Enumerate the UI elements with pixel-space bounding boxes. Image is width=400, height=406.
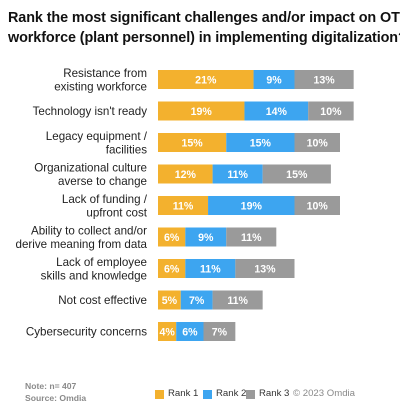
data-label-rank-2: 9%: [198, 232, 214, 244]
bar-segment-rank-2: [226, 133, 295, 152]
data-label-rank-2: 7%: [189, 295, 205, 307]
chart-title: Rank the most significant challenges and…: [8, 8, 400, 48]
bar-segment-rank-2: [244, 101, 309, 121]
bar-segment-rank-2: [185, 259, 236, 278]
data-label-rank-1: 12%: [175, 169, 197, 181]
data-label-rank-3: 15%: [286, 169, 308, 181]
bar-segment-rank-1: [158, 227, 186, 247]
data-label-rank-3: 11%: [241, 232, 262, 244]
legend-label-rank-2: Rank 2: [216, 388, 247, 399]
data-label-rank-2: 6%: [182, 327, 198, 339]
bar-segment-rank-3: [226, 227, 277, 247]
category-label: Resistance from existing workforce: [54, 67, 147, 94]
data-label-rank-2: 11%: [227, 169, 248, 181]
category-label-line: Organizational culture: [34, 161, 147, 174]
category-label: Ability to collect and/or derive meaning …: [16, 224, 148, 251]
data-label-rank-3: 10%: [320, 106, 342, 118]
data-label-rank-1: 5%: [162, 295, 178, 307]
data-label-rank-1: 6%: [164, 264, 180, 276]
bar-segment-rank-3: [294, 196, 340, 215]
category-label-line: existing workforce: [54, 80, 147, 93]
bar-segment-rank-3: [212, 290, 263, 310]
category-label: Organizational culture averse to change: [34, 161, 147, 188]
data-label-rank-2: 9%: [266, 75, 282, 87]
data-label-rank-3: 11%: [227, 295, 248, 307]
bar-segment-rank-3: [235, 259, 295, 278]
data-label-rank-3: 7%: [212, 327, 228, 339]
bar-segment-rank-1: [158, 70, 254, 89]
bar-segment-rank-2: [176, 322, 204, 341]
chart-title-line-2: workforce (plant personnel) in implement…: [8, 30, 400, 46]
category-label-line: derive meaning from data: [16, 238, 148, 251]
category-label: Technology isn't ready: [33, 105, 148, 118]
category-label-line: Technology isn't ready: [33, 105, 148, 118]
category-label: Lack of employee skills and knowledge: [41, 256, 147, 283]
bar-segment-rank-1: [158, 322, 177, 341]
chart-title-line-1: Rank the most significant challenges and…: [8, 10, 400, 26]
bar-segment-rank-3: [294, 70, 354, 89]
bar-segment-rank-1: [158, 164, 213, 184]
bar-segment-rank-2: [180, 290, 213, 310]
data-label-rank-3: 10%: [307, 201, 329, 213]
bar-segment-rank-1: [158, 196, 209, 215]
bar-segment-rank-2: [212, 164, 263, 184]
category-label-line: facilities: [106, 143, 147, 156]
bar-segment-rank-3: [308, 101, 354, 121]
bar-segment-rank-1: [158, 133, 227, 152]
data-label-rank-3: 13%: [254, 264, 276, 276]
source-text: Source: Omdia: [25, 393, 87, 403]
category-label: Lack of funding / upfront cost: [62, 193, 148, 220]
data-label-rank-1: 4%: [159, 327, 175, 339]
data-label-rank-3: 13%: [313, 75, 335, 87]
category-label-line: Legacy equipment /: [46, 130, 148, 143]
legend-swatch-rank-2: [203, 390, 212, 399]
legend-swatch-rank-1: [155, 390, 164, 399]
data-label-rank-1: 15%: [182, 138, 204, 150]
data-label-rank-2: 14%: [266, 106, 288, 118]
category-label-line: Lack of funding /: [62, 193, 148, 206]
category-label: Legacy equipment / facilities: [46, 130, 148, 157]
data-label-rank-2: 19%: [241, 201, 263, 213]
legend-label-rank-3: Rank 3: [259, 388, 290, 399]
category-label-line: Resistance from: [63, 67, 147, 80]
note-text: Note: n= 407: [25, 381, 77, 391]
data-label-rank-1: 11%: [173, 201, 194, 213]
category-label: Not cost effective: [58, 294, 147, 307]
category-label-line: upfront cost: [86, 206, 147, 219]
bar-segment-rank-1: [158, 290, 181, 310]
legend-label-rank-1: Rank 1: [168, 388, 199, 399]
bar-segment-rank-3: [294, 133, 340, 152]
data-label-rank-1: 19%: [191, 106, 213, 118]
category-label-line: averse to change: [58, 175, 147, 188]
data-label-rank-3: 10%: [307, 138, 329, 150]
category-label-line: Ability to collect and/or: [31, 224, 147, 237]
bar-segment-rank-2: [253, 70, 295, 89]
copyright-text: © 2023 Omdia: [293, 388, 355, 399]
bar-segment-rank-3: [203, 322, 236, 341]
bar-segment-rank-3: [262, 164, 331, 184]
category-label: Cybersecurity concerns: [26, 326, 147, 339]
category-label-line: skills and knowledge: [41, 269, 147, 282]
category-label-line: Lack of employee: [56, 256, 147, 269]
bar-segment-rank-2: [208, 196, 295, 215]
data-label-rank-1: 21%: [195, 75, 217, 87]
legend-swatch-rank-3: [246, 390, 255, 399]
category-label-line: Not cost effective: [58, 294, 147, 307]
bar-segment-rank-1: [158, 101, 245, 121]
category-label-line: Cybersecurity concerns: [26, 326, 147, 339]
bar-segment-rank-2: [185, 227, 227, 247]
data-label-rank-2: 15%: [250, 138, 272, 150]
bar-segment-rank-1: [158, 259, 186, 278]
data-label-rank-1: 6%: [164, 232, 180, 244]
data-label-rank-2: 11%: [200, 264, 221, 276]
